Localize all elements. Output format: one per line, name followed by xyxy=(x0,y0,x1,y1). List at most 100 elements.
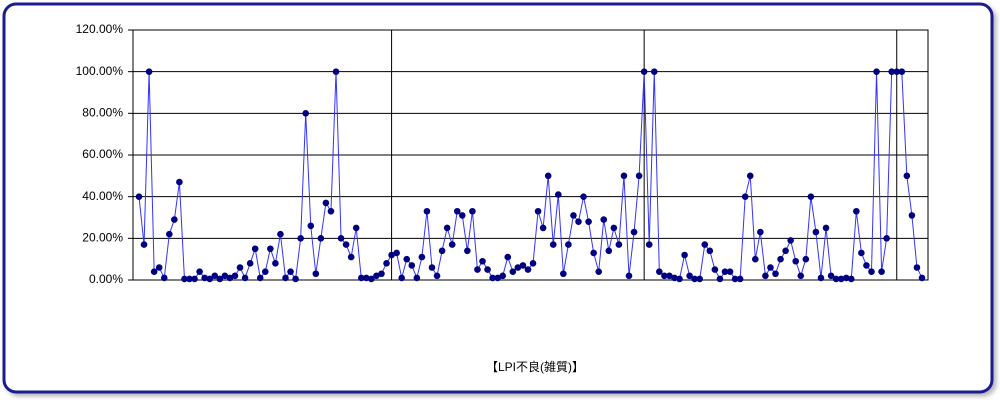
data-point xyxy=(287,268,294,275)
data-point xyxy=(342,241,350,248)
data-point xyxy=(469,207,476,215)
data-point xyxy=(726,268,734,275)
data-point xyxy=(706,247,714,255)
data-point xyxy=(777,255,784,263)
data-point xyxy=(751,255,759,263)
data-point xyxy=(635,172,643,180)
data-point xyxy=(716,275,724,283)
data-point xyxy=(363,274,370,282)
data-point xyxy=(529,260,537,267)
data-point xyxy=(565,241,572,248)
data-point xyxy=(378,270,385,278)
data-point xyxy=(913,264,921,271)
data-point xyxy=(251,245,259,253)
data-point xyxy=(908,212,916,219)
data-point xyxy=(196,268,203,275)
data-point xyxy=(868,268,875,275)
data-point xyxy=(272,260,279,267)
data-point xyxy=(883,235,890,242)
data-point xyxy=(216,275,224,283)
data-point xyxy=(736,275,744,283)
data-point xyxy=(782,247,789,255)
series-line xyxy=(138,71,923,281)
data-point xyxy=(873,68,880,75)
data-point xyxy=(474,266,481,273)
data-point xyxy=(140,241,148,248)
data-point xyxy=(605,247,613,255)
data-point xyxy=(767,264,774,271)
data-point xyxy=(620,172,628,180)
data-point xyxy=(337,235,345,242)
data-point xyxy=(570,212,577,219)
data-point xyxy=(853,207,860,215)
data-point xyxy=(428,264,436,271)
data-point xyxy=(681,251,688,259)
y-tick-label: 40.00% xyxy=(82,189,123,203)
data-point xyxy=(721,268,729,275)
data-point xyxy=(277,230,284,238)
data-point xyxy=(408,262,416,269)
data-point xyxy=(580,193,587,200)
data-point xyxy=(464,247,471,255)
data-point xyxy=(671,274,678,282)
data-point xyxy=(585,218,592,225)
data-point xyxy=(575,218,582,225)
data-point xyxy=(282,274,289,282)
data-point xyxy=(878,268,885,275)
y-tick-label: 100.00% xyxy=(76,64,124,78)
y-tick-label: 0.00% xyxy=(89,272,123,286)
data-point xyxy=(403,255,411,263)
data-point xyxy=(731,275,739,283)
data-point xyxy=(181,275,188,283)
data-point xyxy=(191,275,198,283)
data-point xyxy=(600,216,608,223)
data-point xyxy=(822,224,830,232)
data-point xyxy=(625,272,633,280)
data-point xyxy=(903,172,911,180)
data-point xyxy=(539,224,547,232)
data-point xyxy=(317,235,325,242)
data-point xyxy=(837,275,845,283)
data-point xyxy=(312,270,320,278)
data-point xyxy=(893,68,901,75)
data-point xyxy=(519,262,527,269)
data-point xyxy=(357,274,365,282)
data-point xyxy=(610,224,618,232)
data-point xyxy=(888,68,895,75)
data-point xyxy=(176,178,183,186)
data-point xyxy=(701,241,709,248)
data-point xyxy=(590,249,597,257)
data-point xyxy=(792,257,800,265)
data-point xyxy=(221,272,229,280)
data-point xyxy=(696,275,704,283)
data-point xyxy=(267,245,274,253)
data-point xyxy=(918,274,926,282)
data-point xyxy=(423,207,431,215)
data-point xyxy=(393,249,400,257)
data-point xyxy=(186,275,193,283)
data-point xyxy=(352,224,360,232)
y-tick-label: 80.00% xyxy=(82,106,123,120)
data-point xyxy=(150,268,158,275)
data-point xyxy=(640,68,648,75)
data-point xyxy=(762,272,769,280)
data-point xyxy=(524,266,532,273)
data-point xyxy=(650,68,658,75)
data-point xyxy=(676,275,683,283)
data-point xyxy=(847,275,855,283)
y-tick-label: 60.00% xyxy=(82,147,123,161)
data-point xyxy=(842,274,850,282)
data-point xyxy=(438,247,446,255)
data-point xyxy=(433,272,441,280)
data-point xyxy=(307,222,315,230)
data-point xyxy=(166,230,173,238)
data-point xyxy=(509,268,517,275)
data-point xyxy=(802,255,810,263)
data-point xyxy=(484,266,491,273)
data-point xyxy=(246,260,254,267)
data-point xyxy=(711,266,719,273)
data-point xyxy=(388,251,395,259)
data-point xyxy=(368,275,375,283)
data-point xyxy=(832,275,840,283)
